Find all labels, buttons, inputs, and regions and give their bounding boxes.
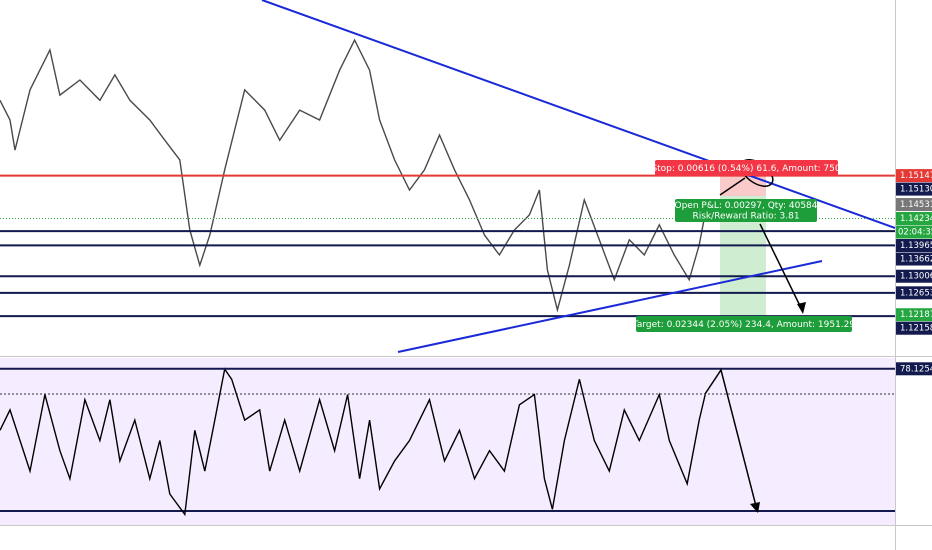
rr-label: Risk/Reward Ratio: 3.81: [692, 212, 799, 222]
level-label-box: [896, 321, 932, 335]
level-label-box: [896, 182, 932, 196]
level-label-box: [896, 198, 932, 212]
pnl-label: Open P&L: 0.00297, Qty: 40584: [675, 201, 818, 211]
series-line: [0, 38, 705, 313]
pnl-label-box: [675, 199, 817, 222]
level-label: 1.13662: [900, 255, 932, 265]
countdown-box: [896, 225, 932, 239]
level-label: 1.13006: [900, 272, 932, 282]
stop-label-box: [655, 160, 838, 176]
price-arrow-up: [719, 177, 746, 196]
level-label: 1.12187: [900, 310, 932, 320]
level-label: 1.12653: [900, 288, 932, 298]
level-label: 1.13965: [900, 241, 932, 251]
target-label: Target: 0.02344 (2.05%) 234.4, Amount: 1…: [632, 320, 856, 330]
stop-zone: [720, 174, 766, 196]
level-label: 1.15147: [900, 171, 932, 181]
rsi-arrow: [704, 368, 758, 511]
level-label: 78.1254: [900, 364, 932, 374]
level-label: 1.14531: [900, 200, 932, 210]
rsi-pane: [0, 358, 895, 525]
level-label-box: [896, 252, 932, 266]
level-label-box: [896, 308, 932, 322]
lower-trendline: [397, 260, 823, 353]
level-label: 1.12158: [900, 324, 932, 334]
target-label-box: [636, 316, 852, 332]
level-label: 1.14234: [900, 214, 932, 224]
stop-label: Stop: 0.00616 (0.54%) 61.6, Amount: 750: [651, 164, 840, 174]
price-arrow-down: [759, 223, 804, 313]
arrowhead: [750, 502, 760, 513]
level-label-box: [896, 269, 932, 283]
countdown-label: 02:04:35: [898, 228, 932, 238]
series-line: [0, 367, 706, 517]
level-label-box: [896, 212, 932, 226]
upper-trendline: [261, 0, 896, 229]
level-label: 1.15130: [900, 185, 932, 195]
level-label-box: [896, 239, 932, 253]
level-label-box: [896, 169, 932, 183]
level-label-box: [896, 362, 932, 376]
level-label-box: [896, 286, 932, 300]
arrowhead: [797, 302, 806, 314]
